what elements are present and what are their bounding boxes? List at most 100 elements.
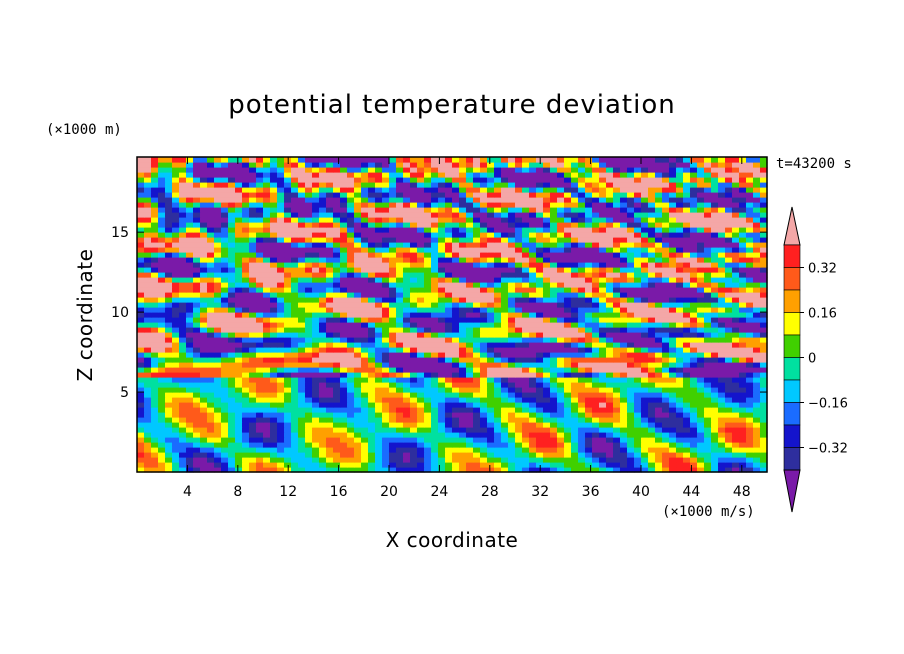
contour-cell	[186, 467, 194, 473]
contour-cell	[172, 377, 180, 383]
contour-cell	[298, 327, 306, 333]
contour-cell	[417, 257, 425, 263]
contour-cell	[466, 307, 474, 313]
contour-cell	[627, 467, 635, 473]
contour-cell	[179, 302, 187, 308]
contour-cell	[277, 402, 285, 408]
contour-cell	[193, 302, 201, 308]
contour-cell	[515, 407, 523, 413]
contour-cell	[571, 402, 579, 408]
contour-cell	[214, 412, 222, 418]
contour-cell	[676, 207, 684, 213]
contour-cell	[529, 357, 537, 363]
contour-cell	[543, 387, 551, 393]
contour-cell	[515, 322, 523, 328]
contour-cell	[466, 257, 474, 263]
contour-cell	[676, 272, 684, 278]
contour-cell	[648, 467, 656, 473]
contour-cell	[466, 422, 474, 428]
contour-cell	[319, 322, 327, 328]
contour-cell	[578, 207, 586, 213]
contour-cell	[620, 457, 628, 463]
contour-cell	[718, 212, 726, 218]
contour-cell	[452, 337, 460, 343]
contour-cell	[606, 442, 614, 448]
contour-cell	[235, 277, 243, 283]
contour-cell	[718, 232, 726, 238]
contour-cell	[669, 427, 677, 433]
contour-cell	[641, 307, 649, 313]
contour-cell	[487, 287, 495, 293]
contour-cell	[480, 457, 488, 463]
contour-cell	[221, 282, 229, 288]
contour-cell	[585, 467, 593, 473]
contour-cell	[249, 322, 257, 328]
contour-cell	[634, 392, 642, 398]
contour-cell	[501, 232, 509, 238]
contour-cell	[697, 447, 705, 453]
contour-cell	[599, 277, 607, 283]
contour-cell	[235, 402, 243, 408]
contour-cell	[249, 402, 257, 408]
contour-cell	[214, 397, 222, 403]
contour-cell	[613, 292, 621, 298]
contour-cell	[137, 452, 145, 458]
contour-cell	[340, 282, 348, 288]
contour-cell	[634, 272, 642, 278]
contour-cell	[697, 372, 705, 378]
contour-cell	[347, 262, 355, 268]
contour-cell	[270, 262, 278, 268]
contour-cell	[410, 432, 418, 438]
contour-cell	[186, 212, 194, 218]
contour-cell	[473, 467, 481, 473]
contour-cell	[326, 382, 334, 388]
contour-cell	[718, 242, 726, 248]
contour-cell	[368, 267, 376, 273]
contour-cell	[529, 247, 537, 253]
contour-cell	[375, 312, 383, 318]
contour-cell	[333, 262, 341, 268]
contour-cell	[585, 272, 593, 278]
contour-cell	[557, 352, 565, 358]
contour-cell	[235, 337, 243, 343]
contour-cell	[172, 417, 180, 423]
contour-cell	[690, 232, 698, 238]
contour-cell	[277, 377, 285, 383]
contour-cell	[186, 217, 194, 223]
contour-cell	[270, 247, 278, 253]
contour-cell	[746, 257, 754, 263]
contour-cell	[529, 412, 537, 418]
contour-cell	[354, 307, 362, 313]
contour-cell	[620, 342, 628, 348]
contour-cell	[592, 272, 600, 278]
contour-cell	[298, 347, 306, 353]
contour-cell	[298, 452, 306, 458]
contour-cell	[487, 417, 495, 423]
contour-cell	[592, 267, 600, 273]
contour-cell	[431, 207, 439, 213]
contour-cell	[263, 397, 271, 403]
contour-cell	[606, 292, 614, 298]
contour-cell	[424, 252, 432, 258]
contour-cell	[732, 377, 740, 383]
contour-cell	[739, 322, 747, 328]
contour-cell	[347, 442, 355, 448]
contour-cell	[347, 407, 355, 413]
contour-cell	[753, 432, 761, 438]
contour-cell	[760, 287, 768, 293]
contour-cell	[760, 277, 768, 283]
contour-cell	[263, 352, 271, 358]
contour-cell	[354, 317, 362, 323]
contour-cell	[627, 312, 635, 318]
contour-cell	[732, 302, 740, 308]
contour-cell	[690, 437, 698, 443]
contour-cell	[494, 407, 502, 413]
contour-cell	[158, 347, 166, 353]
contour-cell	[704, 252, 712, 258]
contour-cell	[235, 262, 243, 268]
contour-cell	[592, 227, 600, 233]
contour-cell	[550, 222, 558, 228]
contour-cell	[193, 332, 201, 338]
contour-cell	[333, 272, 341, 278]
contour-cell	[298, 192, 306, 198]
